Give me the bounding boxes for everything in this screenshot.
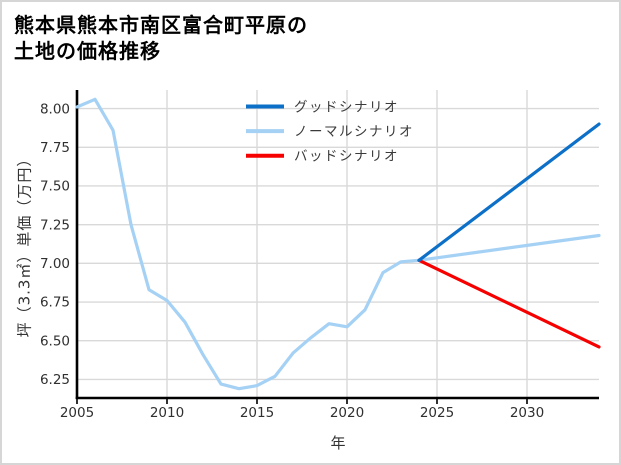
chart-title-line2: 土地の価格推移 — [14, 39, 161, 63]
x-tick-label: 2020 — [330, 405, 364, 421]
x-tick-label: 2015 — [240, 405, 274, 421]
y-tick-label: 6.25 — [40, 372, 70, 388]
series-line-good — [417, 122, 601, 262]
legend-label-normal: ノーマルシナリオ — [294, 124, 414, 140]
x-axis-title: 年 — [330, 434, 346, 452]
x-tick-label: 2005 — [60, 405, 94, 421]
x-tick-label: 2030 — [510, 405, 544, 421]
y-tick-label: 7.25 — [40, 217, 70, 233]
legend-label-bad: バッドシナリオ — [294, 149, 399, 165]
legend-label-good: グッドシナリオ — [294, 99, 399, 115]
y-tick-label: 6.75 — [40, 295, 70, 311]
series-line-bad — [417, 258, 601, 349]
y-axis-title: 坪（3.3㎡）単価（万円） — [15, 150, 34, 338]
y-tick-label: 7.75 — [40, 140, 70, 156]
x-tick-label: 2010 — [150, 405, 184, 421]
y-tick-label: 8.00 — [40, 101, 70, 117]
y-tick-label: 7.50 — [40, 179, 70, 195]
chart-title: 熊本県熊本市南区富合町平原の 土地の価格推移 — [14, 12, 308, 64]
y-tick-label: 7.00 — [40, 256, 70, 272]
y-tick-label: 6.50 — [40, 333, 70, 349]
x-tick-label: 2025 — [420, 405, 454, 421]
chart-title-line1: 熊本県熊本市南区富合町平原の — [14, 13, 308, 37]
series-line-normal — [75, 97, 601, 391]
